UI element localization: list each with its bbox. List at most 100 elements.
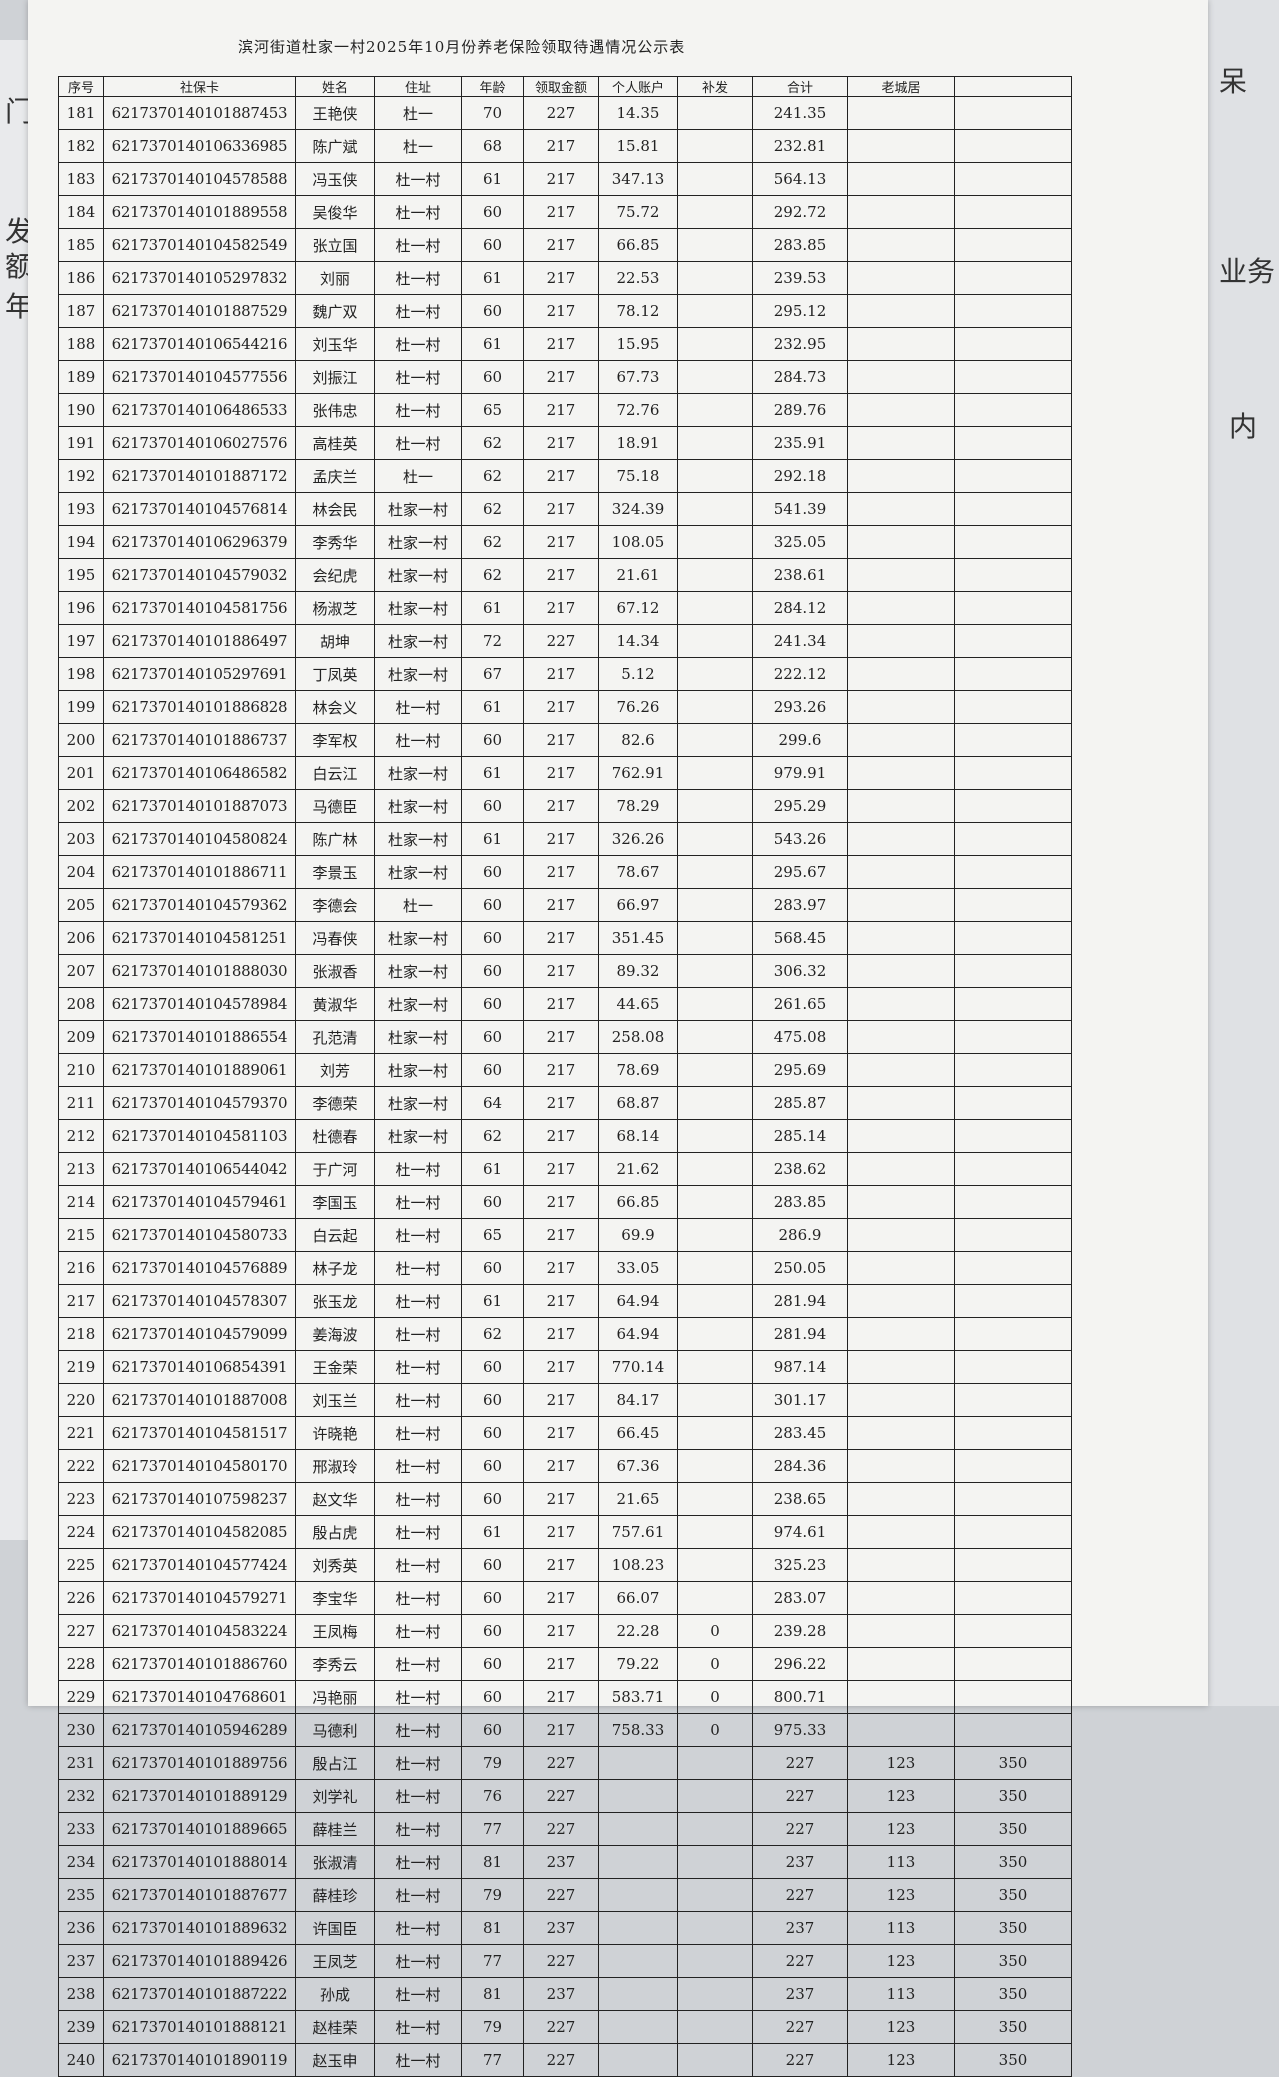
table-cell (847, 1680, 955, 1714)
table-cell: 杜一村 (374, 1515, 462, 1549)
table-cell (847, 1647, 955, 1681)
table-cell: 6217370140104578588 (103, 162, 296, 196)
table-cell: 杜家一村 (374, 1053, 462, 1087)
table-cell: 刘丽 (295, 261, 375, 295)
table-cell: 刘秀英 (295, 1548, 375, 1582)
table-cell: 202 (58, 789, 104, 823)
table-cell: 61 (461, 1515, 524, 1549)
table-cell: 237 (523, 1845, 599, 1879)
table-cell (847, 921, 955, 955)
table-cell: 217 (523, 129, 599, 163)
table-row: 195 6217370140104579032 会纪虎 杜家一村 62 217 21.61 2… (58, 558, 1072, 592)
table-cell: 60 (461, 1251, 524, 1285)
table-cell: 杜一村 (374, 1152, 462, 1186)
table-cell: 228 (58, 1647, 104, 1681)
table-cell (677, 1779, 753, 1813)
table-cell (954, 1185, 1072, 1219)
table-cell: 白云江 (295, 756, 375, 790)
table-cell (954, 954, 1072, 988)
table-cell: 杜一村 (374, 195, 462, 229)
column-header: 姓名 (295, 76, 375, 97)
table-cell: 205 (58, 888, 104, 922)
table-cell (677, 294, 753, 328)
table-cell: 杜一村 (374, 2010, 462, 2044)
table-cell (954, 393, 1072, 427)
table-cell: 113 (847, 1977, 955, 2011)
table-cell: 217 (523, 1317, 599, 1351)
table-cell: 217 (523, 822, 599, 856)
table-cell: 60 (461, 1449, 524, 1483)
table-row: 226 6217370140104579271 李宝华 杜一村 60 217 66.07 28… (58, 1581, 1072, 1615)
table-cell: 姜海波 (295, 1317, 375, 1351)
table-row: 236 6217370140101889632 许国臣 杜一村 81 237 237 113 3… (58, 1911, 1072, 1945)
table-cell: 李国玉 (295, 1185, 375, 1219)
table-cell: 227 (752, 2010, 848, 2044)
table-cell: 326.26 (598, 822, 678, 856)
background-fragment: 内 (1229, 410, 1258, 443)
table-cell: 6217370140104579461 (103, 1185, 296, 1219)
table-cell: 6217370140104581251 (103, 921, 296, 955)
table-cell: 61 (461, 162, 524, 196)
table-cell: 杜一村 (374, 723, 462, 757)
table-cell: 杜一村 (374, 1614, 462, 1648)
table-cell: 6217370140101886760 (103, 1647, 296, 1681)
table-cell: 123 (847, 1746, 955, 1780)
table-cell: 张立国 (295, 228, 375, 262)
table-cell (847, 888, 955, 922)
table-cell: 84.17 (598, 1383, 678, 1417)
table-cell: 541.39 (752, 492, 848, 526)
table-cell (677, 1944, 753, 1978)
table-cell (847, 261, 955, 295)
column-header (954, 76, 1072, 97)
table-cell (847, 360, 955, 394)
table-cell: 44.65 (598, 987, 678, 1021)
table-cell: 杜一 (374, 888, 462, 922)
table-cell: 60 (461, 888, 524, 922)
table-cell: 6217370140105946289 (103, 1713, 296, 1747)
table-cell: 217 (523, 1416, 599, 1450)
table-cell: 77 (461, 1812, 524, 1846)
table-cell: 210 (58, 1053, 104, 1087)
table-cell (954, 1581, 1072, 1615)
table-cell: 杜家一村 (374, 492, 462, 526)
table-cell: 306.32 (752, 954, 848, 988)
table-cell (677, 1482, 753, 1516)
table-cell: 6217370140104576889 (103, 1251, 296, 1285)
table-cell: 60 (461, 1680, 524, 1714)
table-cell: 杜一村 (374, 1185, 462, 1219)
table-row: 196 6217370140104581756 杨淑芝 杜家一村 61 217 67.12 2… (58, 591, 1072, 625)
table-cell: 350 (954, 1812, 1072, 1846)
table-cell (847, 723, 955, 757)
table-cell: 杜一村 (374, 1680, 462, 1714)
table-cell: 杜一村 (374, 360, 462, 394)
table-cell: 203 (58, 822, 104, 856)
table-cell: 281.94 (752, 1317, 848, 1351)
table-cell: 184 (58, 195, 104, 229)
table-cell: 60 (461, 789, 524, 823)
table-cell (954, 921, 1072, 955)
table-cell (954, 1515, 1072, 1549)
table-cell: 81 (461, 1977, 524, 2011)
table-cell (677, 657, 753, 691)
table-cell: 75.18 (598, 459, 678, 493)
table-cell (847, 558, 955, 592)
table-cell: 67 (461, 657, 524, 691)
table-cell (847, 1713, 955, 1747)
table-cell: 770.14 (598, 1350, 678, 1384)
table-cell (954, 228, 1072, 262)
table-cell: 白云起 (295, 1218, 375, 1252)
table-cell: 61 (461, 261, 524, 295)
table-cell: 975.33 (752, 1713, 848, 1747)
table-cell: 张淑香 (295, 954, 375, 988)
table-cell: 高桂英 (295, 426, 375, 460)
table-row: 234 6217370140101888014 张淑清 杜一村 81 237 237 113 3… (58, 1845, 1072, 1879)
table-cell: 杜一村 (374, 690, 462, 724)
table-cell: 123 (847, 2043, 955, 2077)
table-row: 216 6217370140104576889 林子龙 杜一村 60 217 33.05 25… (58, 1251, 1072, 1285)
table-cell: 60 (461, 1647, 524, 1681)
table-cell: 227 (523, 1746, 599, 1780)
table-cell: 979.91 (752, 756, 848, 790)
table-cell: 冯玉侠 (295, 162, 375, 196)
table-cell: 217 (523, 1218, 599, 1252)
background-paper-right: 呆 业务 内 (1199, 0, 1279, 1706)
